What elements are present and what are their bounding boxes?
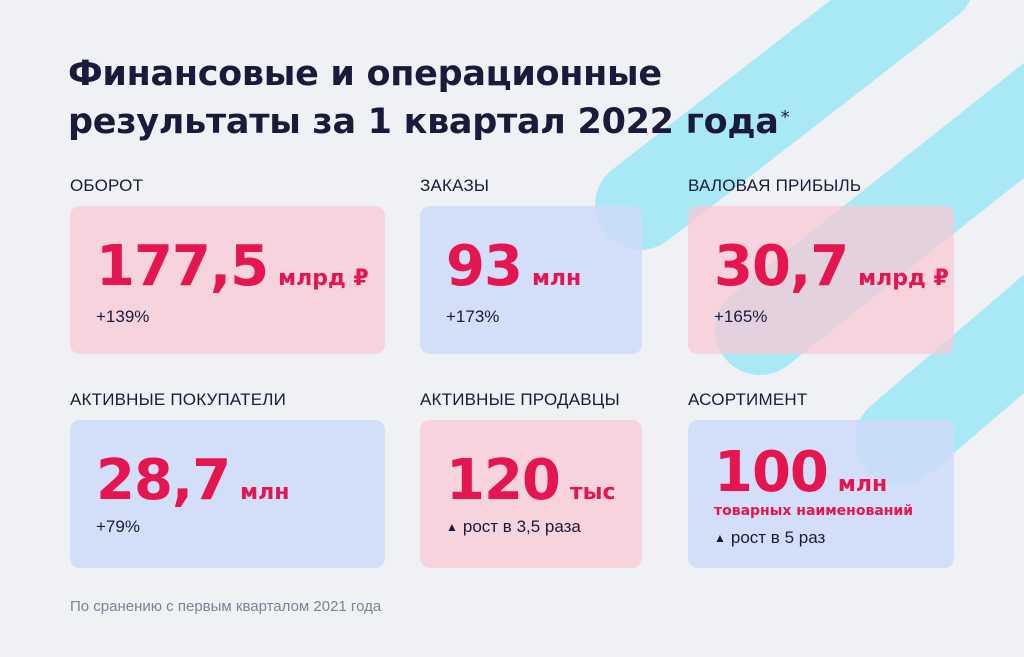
metric-value-active-buyers: 28,7 млн bbox=[96, 448, 289, 513]
metric-change: +173% bbox=[446, 307, 500, 326]
metric-unit: млн bbox=[240, 480, 290, 505]
metric-unit: млн bbox=[531, 266, 582, 291]
metric-unit-sub: товарных наименований bbox=[714, 503, 914, 519]
footnote-marker: * bbox=[780, 107, 790, 128]
metric-change: +79% bbox=[96, 517, 140, 536]
metric-label-orders: ЗАКАЗЫ bbox=[420, 176, 490, 195]
metric-number: 93 bbox=[446, 234, 523, 299]
metric-number: 120 bbox=[446, 448, 561, 513]
metric-number: 177,5 bbox=[96, 234, 269, 299]
metric-change-row: ▲ рост в 5 раз bbox=[714, 528, 825, 548]
metric-unit: тыс bbox=[569, 480, 616, 505]
metric-card-active-buyers: 28,7 млн +79% bbox=[70, 420, 385, 568]
metric-number: 28,7 bbox=[96, 448, 231, 513]
metric-change: рост в 5 раз bbox=[730, 528, 826, 547]
title-line-2-text: результаты за 1 квартал 2022 года bbox=[68, 102, 779, 142]
metric-card-active-sellers: 120 тыс ▲ рост в 3,5 раза bbox=[420, 420, 642, 568]
metric-value-active-sellers: 120 тыс bbox=[446, 448, 616, 513]
metric-card-assortment: 100 млн товарных наименований ▲ рост в 5 р… bbox=[688, 420, 954, 568]
metric-card-turnover: 177,5 млрд ₽ +139% bbox=[70, 206, 385, 354]
metric-unit: млрд ₽ bbox=[858, 266, 949, 291]
footnote: По сранению с первым кварталом 2021 года bbox=[70, 598, 382, 615]
metric-number: 30,7 bbox=[714, 234, 849, 299]
metric-label-active-buyers: АКТИВНЫЕ ПОКУПАТЕЛИ bbox=[70, 390, 287, 409]
metric-unit: млн bbox=[837, 472, 888, 497]
title-line-1: Финансовые и операционные bbox=[68, 54, 662, 94]
metric-change: +165% bbox=[714, 307, 768, 326]
title-line-2: результаты за 1 квартал 2022 года * bbox=[68, 98, 790, 146]
metric-number: 100 bbox=[714, 440, 829, 505]
metric-value-assortment: 100 млн bbox=[714, 440, 887, 505]
metric-value-turnover: 177,5 млрд ₽ bbox=[96, 234, 369, 299]
metric-value-gross-profit: 30,7 млрд ₽ bbox=[714, 234, 949, 299]
metric-change: +139% bbox=[96, 307, 150, 326]
metric-change: рост в 3,5 раза bbox=[462, 517, 581, 536]
metric-label-assortment: АСОРТИМЕНТ bbox=[688, 390, 808, 409]
metric-unit: млрд ₽ bbox=[278, 266, 369, 291]
triangle-up-icon: ▲ bbox=[446, 520, 458, 534]
metric-change-row: ▲ рост в 3,5 раза bbox=[446, 517, 581, 537]
page-title: Финансовые и операционные результаты за … bbox=[68, 50, 790, 146]
metric-label-active-sellers: АКТИВНЫЕ ПРОДАВЦЫ bbox=[420, 390, 620, 409]
metric-value-orders: 93 млн bbox=[446, 234, 581, 299]
triangle-up-icon: ▲ bbox=[714, 531, 726, 545]
metric-label-turnover: ОБОРОТ bbox=[70, 176, 144, 195]
metric-label-gross-profit: ВАЛОВАЯ ПРИБЫЛЬ bbox=[688, 176, 862, 195]
metric-card-orders: 93 млн +173% bbox=[420, 206, 642, 354]
metric-card-gross-profit: 30,7 млрд ₽ +165% bbox=[688, 206, 954, 354]
